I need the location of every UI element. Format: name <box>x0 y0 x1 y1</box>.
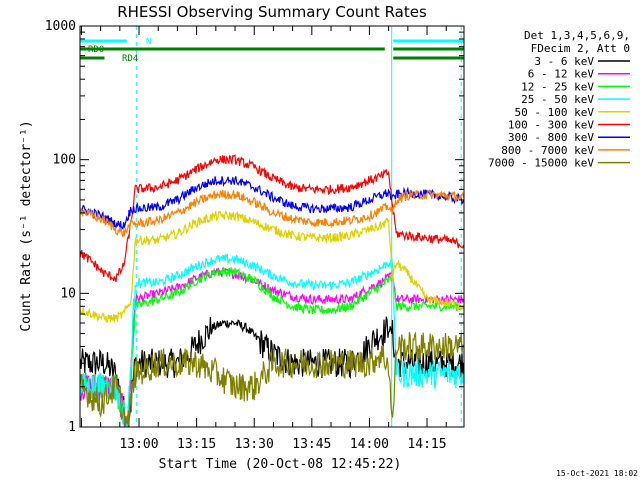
series-line <box>80 154 464 282</box>
y-tick-label: 10 <box>60 286 76 301</box>
y-tick-label: 100 <box>53 153 76 168</box>
series-line <box>80 189 464 238</box>
flag-label: RD4 <box>122 54 138 64</box>
legend-entry: 6 - 12 keV <box>528 68 595 81</box>
y-axis-label: Count Rate (s⁻¹ detector⁻¹) <box>19 120 34 331</box>
x-tick-label: 14:15 <box>407 437 446 452</box>
plot-frame <box>79 25 465 428</box>
chart-title: RHESSI Observing Summary Count Rates <box>117 3 427 21</box>
flag-label: N <box>146 37 151 47</box>
plot-area: N RD0 RD4 <box>80 26 464 427</box>
series-line <box>80 210 464 324</box>
legend-entry: 3 - 6 keV <box>534 55 594 68</box>
x-tick-label: 14:00 <box>350 437 389 452</box>
legend-entry: 12 - 25 keV <box>521 80 594 93</box>
y-axis: 1 10 100 1000 <box>45 19 464 435</box>
series-line <box>80 266 464 427</box>
series-line <box>80 331 464 427</box>
legend: Det 1,3,4,5,6,9,FDecim 2, Att 03 - 6 keV… <box>488 29 630 170</box>
x-tick-label: 13:15 <box>177 437 216 452</box>
legend-entry: 50 - 100 keV <box>515 106 595 119</box>
x-axis-label: Start Time (20-Oct-08 12:45:22) <box>159 457 402 472</box>
legend-entry: 100 - 300 keV <box>508 119 594 132</box>
y-tick-label: 1 <box>68 420 76 435</box>
legend-entry: 800 - 7000 keV <box>501 144 594 157</box>
y-tick-label: 1000 <box>45 19 76 34</box>
flag-label: RD0 <box>88 45 104 55</box>
x-tick-label: 13:00 <box>119 437 158 452</box>
footer-date: 15-Oct-2021 18:02 <box>556 469 638 478</box>
series-line <box>80 267 464 427</box>
x-tick-label: 13:45 <box>292 437 331 452</box>
series-line <box>80 176 464 230</box>
series-line <box>80 253 464 427</box>
x-tick-label: 13:30 <box>235 437 274 452</box>
legend-entry: 7000 - 15000 keV <box>488 157 594 170</box>
legend-header: FDecim 2, Att 0 <box>531 42 630 55</box>
series-line <box>80 316 464 427</box>
legend-entry: 25 - 50 keV <box>521 93 594 106</box>
x-axis: 13:00 13:15 13:30 13:45 14:00 14:15 <box>80 26 447 452</box>
legend-entry: 300 - 800 keV <box>508 131 594 144</box>
legend-header: Det 1,3,4,5,6,9, <box>524 29 630 42</box>
